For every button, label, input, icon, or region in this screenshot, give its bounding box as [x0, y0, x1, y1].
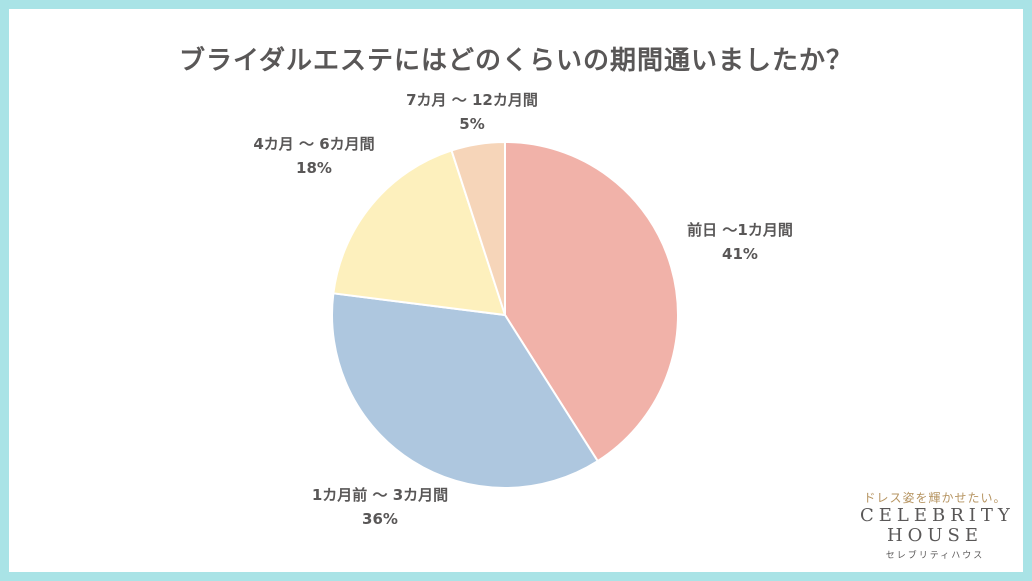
logo-line1: CELEBRITY	[860, 505, 1015, 526]
slice-value-1: 36%	[362, 510, 398, 528]
slice-value-3: 5%	[459, 115, 485, 133]
logo-line2: HOUSE	[886, 525, 984, 546]
slice-label-3: 7カ月 〜 12カ月間 5%	[406, 88, 538, 136]
slice-label-1: 1カ月前 〜 3カ月間 36%	[312, 483, 448, 531]
pie-slice-2	[332, 149, 507, 317]
chart-title: ブライダルエステにはどのくらいの期間通いましたか？	[179, 46, 853, 76]
pie-slice-3	[450, 140, 506, 316]
slice-label-2: 4カ月 〜 6カ月間 18%	[253, 132, 374, 180]
logo-kana: セレブリティハウス	[885, 551, 985, 561]
pie-slice-1	[331, 292, 600, 489]
celebrity-house-logo: ドレス姿を輝かせたい。 CELEBRITY HOUSE セレブリティハウス	[860, 489, 1010, 561]
slice-name-3: 7カ月 〜 12カ月間	[406, 91, 538, 109]
slice-label-0: 前日 〜1カ月間 41%	[687, 218, 793, 266]
slice-name-1: 1カ月前 〜 3カ月間	[311, 486, 449, 504]
slice-name-2: 4カ月 〜 6カ月間	[253, 135, 375, 153]
slice-value-0: 41%	[722, 245, 758, 263]
logo-tagline: ドレス姿を輝かせたい。	[863, 491, 1007, 505]
slice-value-2: 18%	[296, 159, 332, 177]
slice-name-0: 前日 〜1カ月間	[687, 221, 793, 239]
